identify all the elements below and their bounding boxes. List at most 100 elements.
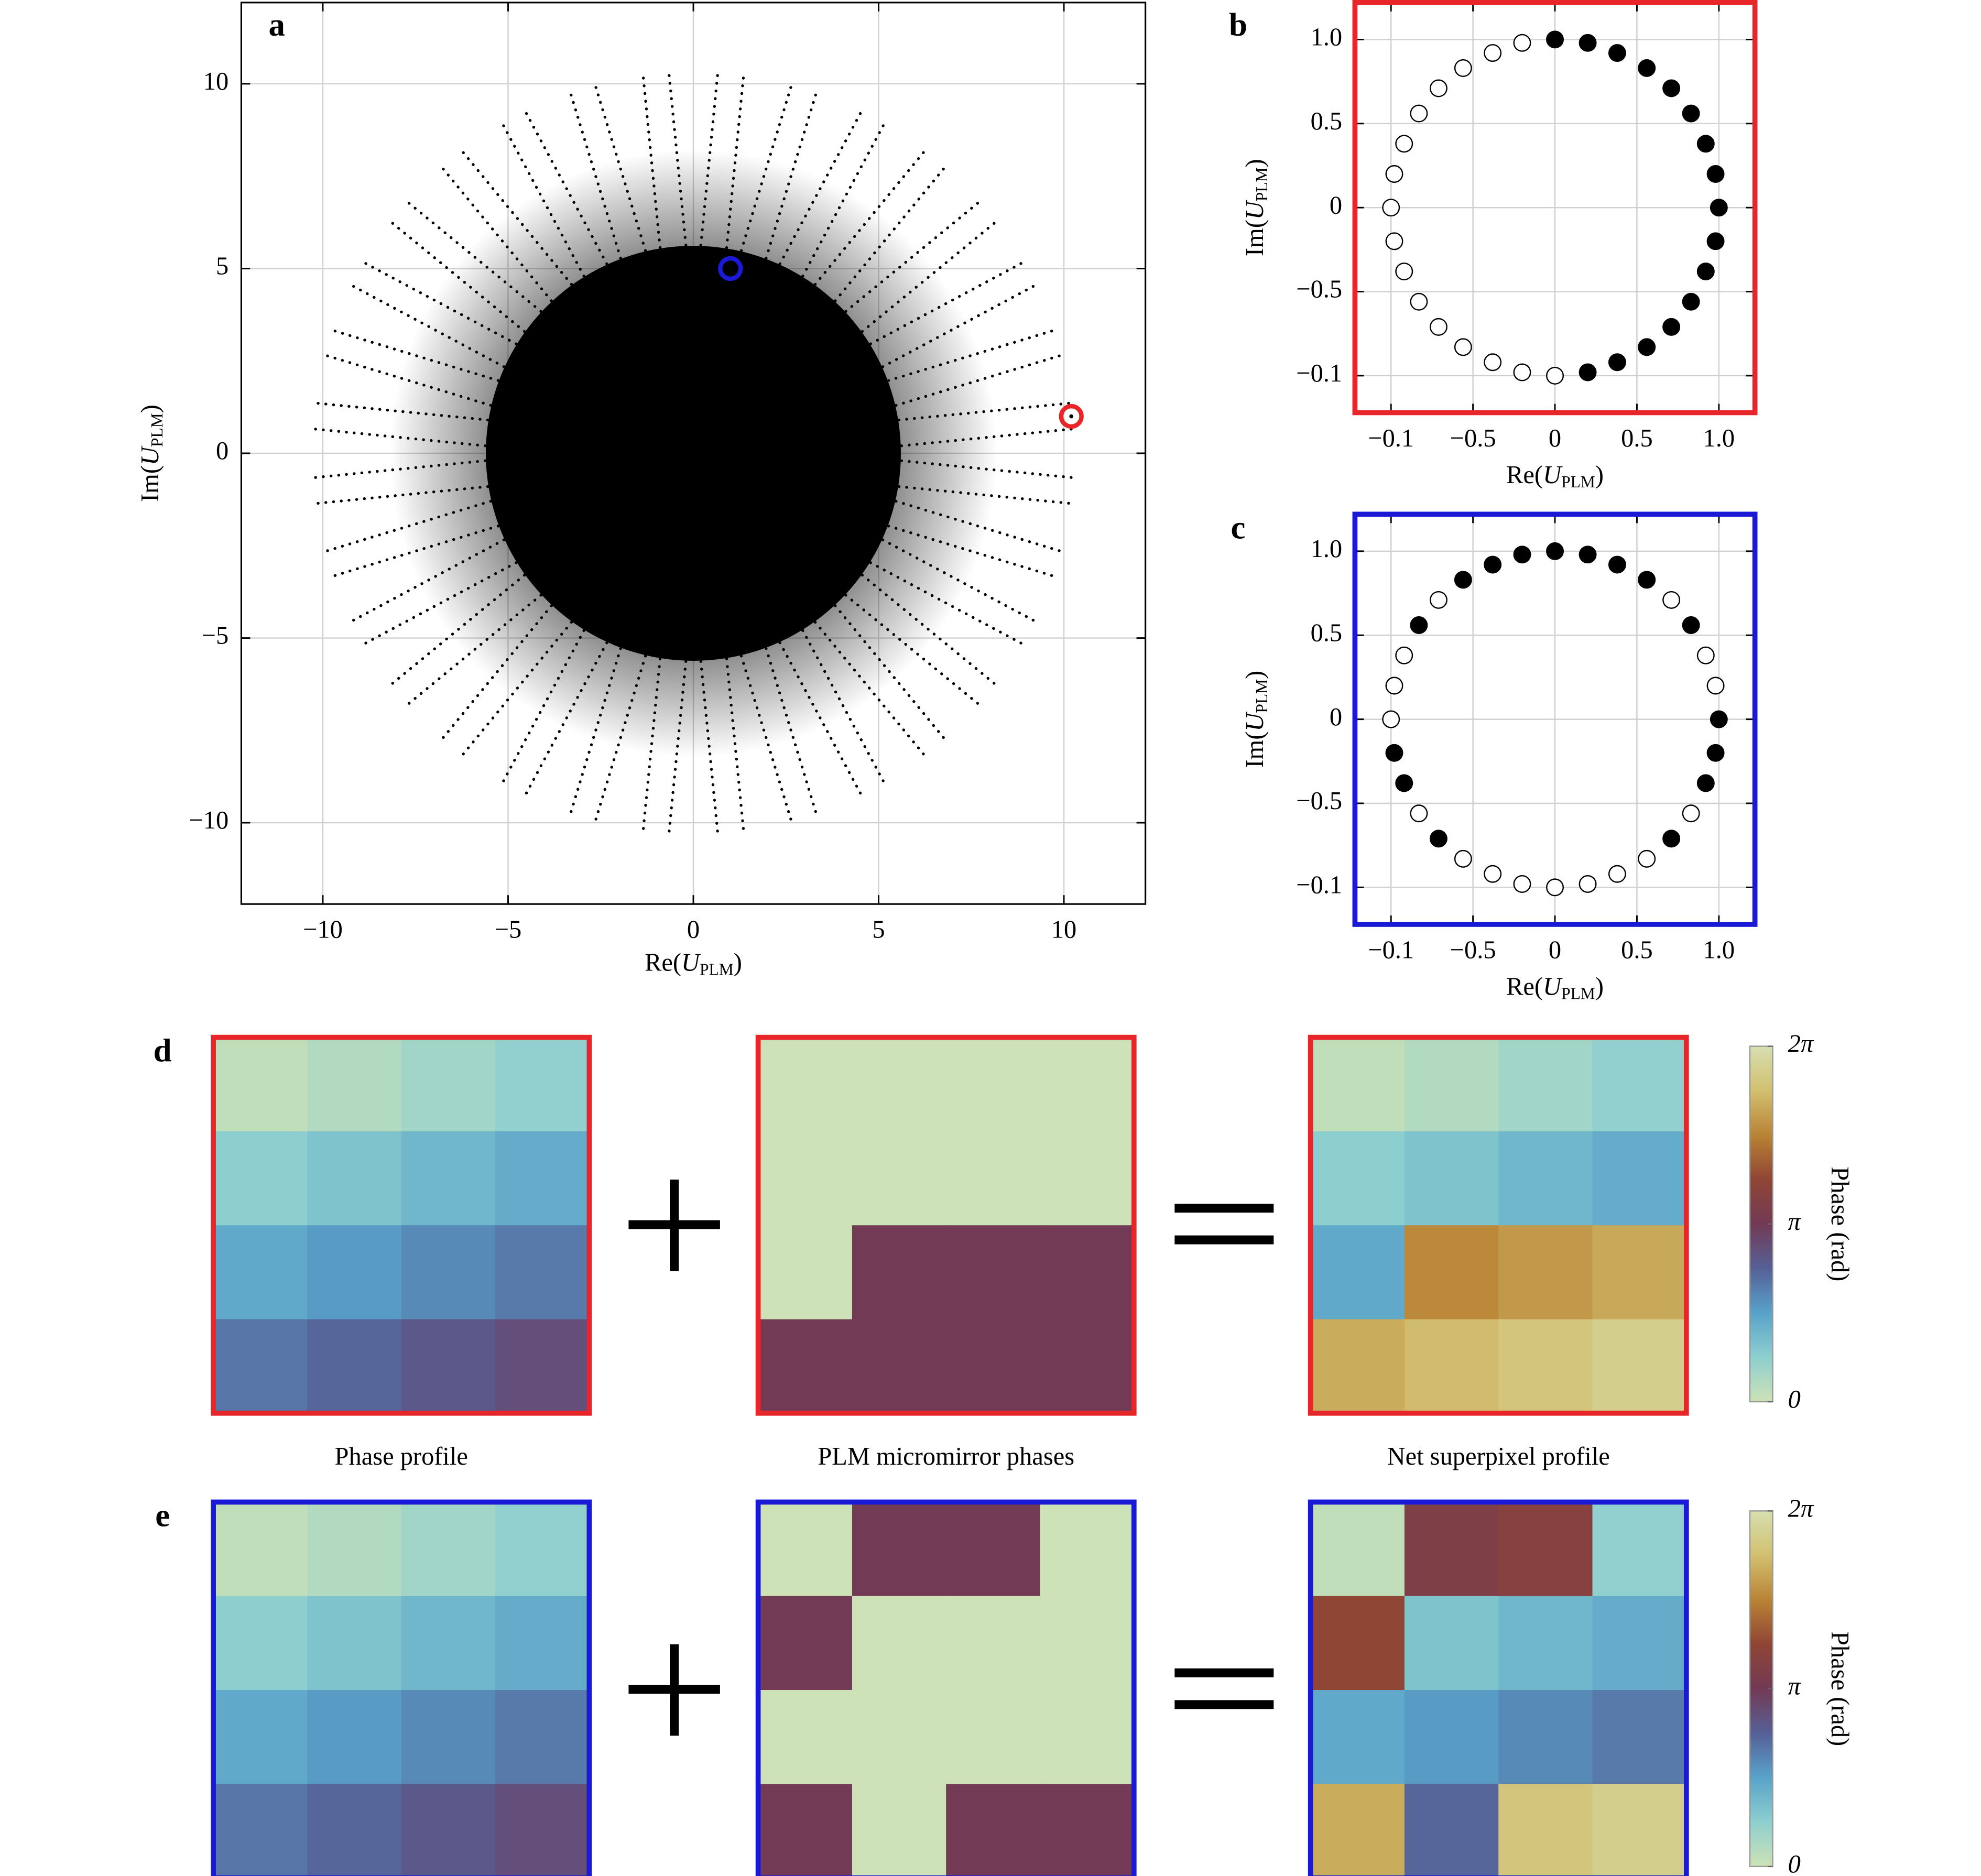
x-tick-label: 0.5: [1621, 424, 1653, 452]
point: [1410, 292, 1428, 311]
point: [1385, 165, 1403, 183]
point: [1513, 875, 1531, 893]
label-part: ): [734, 949, 742, 977]
heatmap-cell: [852, 1784, 947, 1876]
cloud-spike: [361, 558, 525, 646]
x-axis-label: Re(UPLM): [1506, 973, 1604, 1003]
heatmap-cell: [852, 1690, 947, 1785]
equals-bar: [1174, 1235, 1274, 1245]
label-part: Re(: [1506, 461, 1543, 489]
heatmap-cell: [1498, 1690, 1593, 1785]
label-part: ): [1595, 973, 1604, 1001]
equals-bar: [1174, 1700, 1274, 1709]
y-axis-label: Im(UPLM): [136, 405, 166, 502]
y-tick-label: 10: [203, 68, 228, 95]
y-tick-label: 5: [216, 253, 228, 280]
panel-letter: d: [154, 1032, 172, 1069]
panel-letter: b: [1229, 6, 1247, 43]
x-tick-label: 1.0: [1703, 936, 1735, 964]
x-tick-label: 1.0: [1703, 424, 1735, 452]
cloud-spike: [349, 283, 513, 372]
point: [1410, 804, 1428, 823]
point: [1395, 263, 1413, 281]
cloud-spike: [724, 73, 745, 257]
panel-letter: a: [269, 6, 286, 43]
label-var: U: [681, 949, 701, 977]
heatmap-cell: [495, 1596, 590, 1691]
label-sub: PLM: [700, 961, 734, 979]
point: [1410, 616, 1428, 634]
heatmap-cell: [1310, 1319, 1406, 1414]
heatmap-cell: [401, 1596, 496, 1691]
point: [1429, 591, 1447, 609]
heatmap-cell: [1592, 1690, 1688, 1785]
x-tick-label: 10: [1051, 916, 1076, 944]
point: [1682, 804, 1700, 823]
point: [1385, 744, 1403, 762]
heatmap-cell: [213, 1784, 308, 1876]
highlight-point: [718, 256, 743, 281]
point: [1395, 774, 1413, 792]
label-sub: PLM: [1561, 473, 1595, 491]
colorbar-tick-label: 0: [1788, 1850, 1801, 1876]
colorbar-label: Phase (rad): [1826, 1166, 1854, 1281]
colorbar-tick-label: π: [1788, 1673, 1802, 1700]
label-sub: PLM: [1561, 985, 1595, 1003]
point: [1484, 44, 1502, 62]
x-tick-label: −5: [495, 916, 522, 944]
x-tick-label: 5: [872, 916, 885, 944]
y-tick-label: −10: [189, 806, 228, 834]
cloud-spike: [330, 329, 507, 385]
heatmap-cell: [1040, 1131, 1135, 1226]
cloud-spike: [667, 71, 688, 255]
heatmap-cell: [401, 1319, 496, 1414]
colorbar-tick-label: 2π: [1788, 1030, 1814, 1058]
cloud-spike: [349, 535, 513, 624]
y-tick-label: 0: [1330, 191, 1342, 219]
y-tick-label: −0.5: [1296, 276, 1342, 303]
heatmap-cell: [1404, 1502, 1499, 1597]
heatmap-cell: [946, 1784, 1041, 1876]
point: [1484, 865, 1502, 883]
point: [1579, 546, 1597, 564]
heatmap-cell: [852, 1225, 947, 1320]
cloud-spike: [460, 148, 578, 292]
heatmap-cell: [1310, 1037, 1406, 1132]
heatmap-cell: [401, 1225, 496, 1320]
cloud-spike: [724, 649, 745, 834]
heatmap-frame: [1308, 1034, 1689, 1416]
heatmap-cell: [1592, 1502, 1688, 1597]
label-part: Im(: [1241, 732, 1269, 768]
heatmap-cell: [1592, 1225, 1688, 1320]
point: [1696, 135, 1715, 153]
cloud-spike: [405, 588, 549, 707]
heatmap-cell: [758, 1596, 853, 1691]
heatmap-cell: [1404, 1596, 1499, 1691]
heatmap-cell: [758, 1690, 853, 1785]
x-tick-label: −0.1: [1368, 424, 1414, 452]
point: [1395, 646, 1413, 664]
cloud-spike: [313, 401, 497, 422]
heatmap-cell: [1404, 1131, 1499, 1226]
cloud-spike: [874, 535, 1038, 624]
y-tick-label: 0: [216, 437, 228, 465]
equals-sign: [1174, 1204, 1274, 1709]
point: [1662, 830, 1681, 848]
plus-sign: [628, 1179, 720, 1736]
heatmap-cell: [852, 1596, 947, 1691]
cloud-spike: [523, 634, 612, 798]
heatmap-cell: [401, 1690, 496, 1785]
heatmap-cell: [1498, 1596, 1593, 1691]
heatmap-frame: [755, 1034, 1137, 1416]
point: [1696, 774, 1715, 792]
label-part: ): [1241, 671, 1269, 679]
point: [1706, 165, 1725, 183]
label-part: Im(: [1241, 220, 1269, 256]
cloud-spike: [889, 484, 1074, 505]
label-part: Im(: [136, 465, 164, 502]
point: [1454, 571, 1472, 589]
cloud-spike: [809, 148, 927, 292]
cloud-spike: [330, 522, 507, 578]
x-tick-label: −0.5: [1450, 424, 1496, 452]
cloud-spike: [879, 522, 1057, 578]
